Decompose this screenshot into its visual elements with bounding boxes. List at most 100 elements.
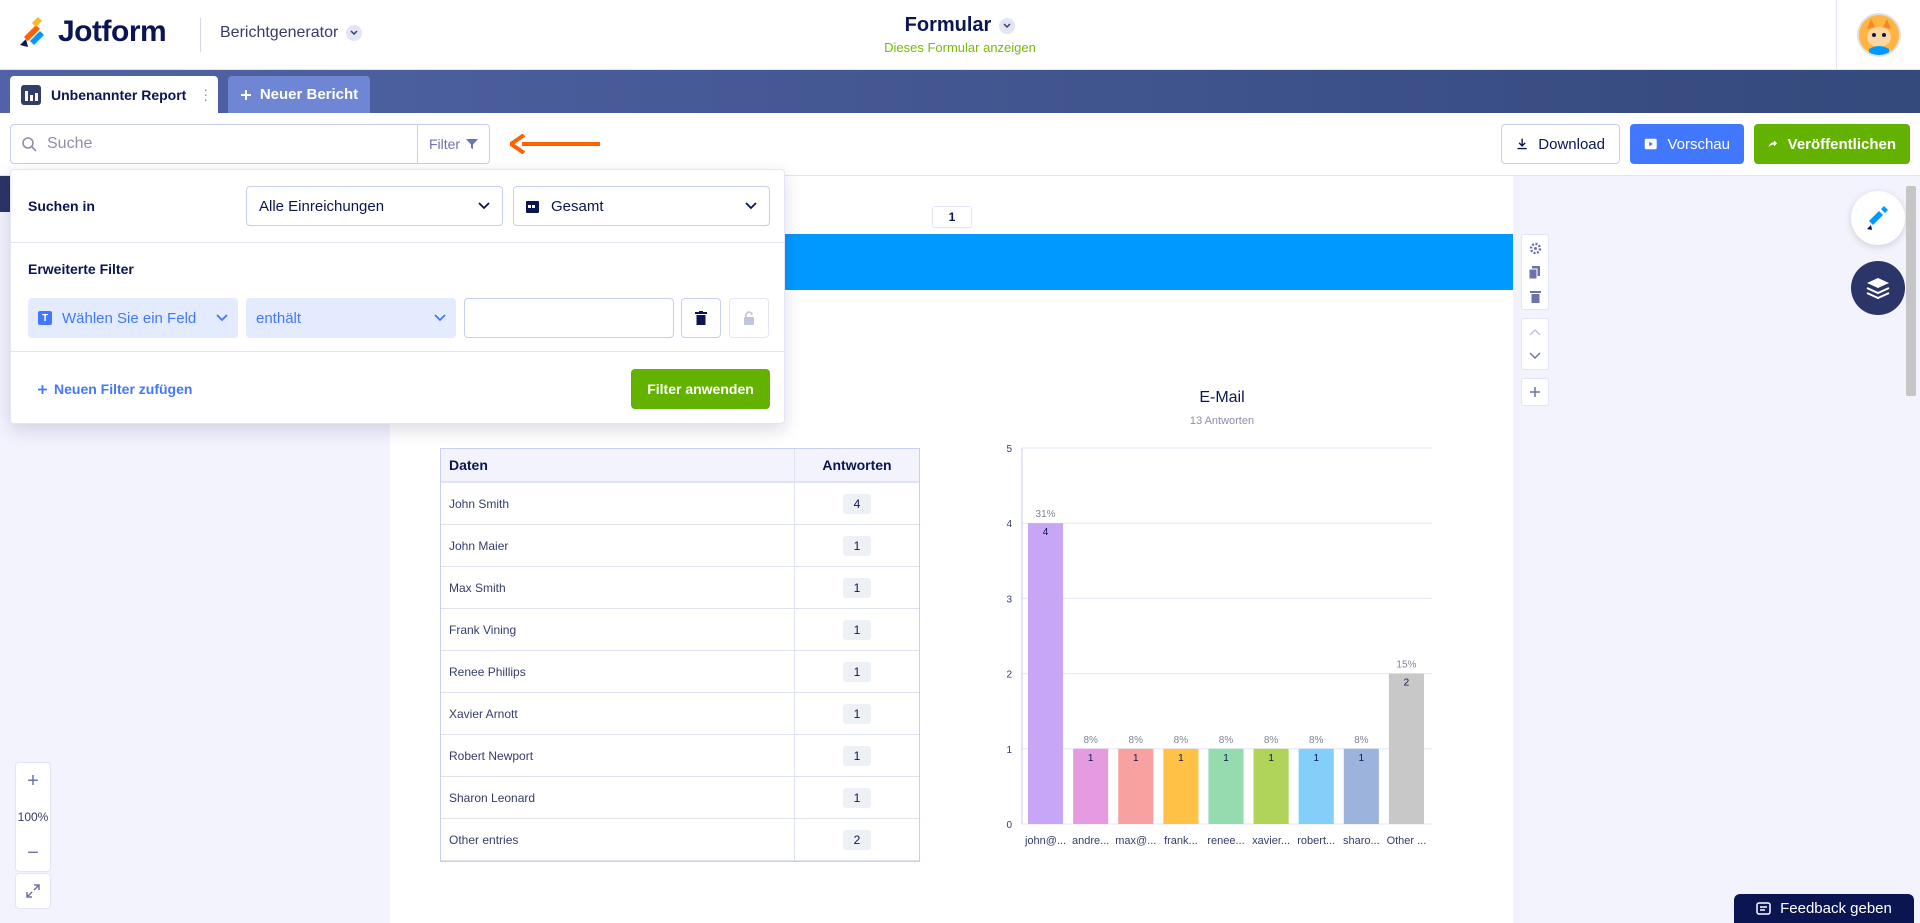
row-count-cell: 4 — [795, 483, 919, 524]
field-select[interactable]: T Wählen Sie ein Feld — [28, 298, 238, 338]
preview-button[interactable]: Vorschau — [1630, 124, 1744, 164]
lock-filter-button[interactable] — [729, 298, 769, 338]
user-menu[interactable] — [1836, 0, 1920, 70]
chevron-down-icon — [346, 25, 363, 41]
bar — [1208, 748, 1244, 824]
row-count-cell: 1 — [795, 651, 919, 692]
row-count-cell: 2 — [795, 819, 919, 860]
bar-value-label: 1 — [1359, 753, 1365, 764]
page-add — [1521, 378, 1549, 406]
x-tick-label: andre... — [1072, 835, 1109, 847]
operator-select[interactable]: enthält — [246, 298, 456, 338]
feedback-button[interactable]: Feedback geben — [1734, 894, 1914, 923]
bar-percent-label: 8% — [1219, 735, 1234, 746]
period-select-value: Gesamt — [551, 197, 604, 215]
bar-value-label: 1 — [1268, 753, 1274, 764]
fullscreen-button[interactable] — [15, 873, 51, 909]
count-badge: 4 — [843, 493, 871, 514]
chevron-down-icon — [216, 314, 228, 322]
count-badge: 1 — [843, 745, 871, 766]
row-count-cell: 1 — [795, 525, 919, 566]
bar — [1028, 523, 1064, 824]
form-title-block: Formular Dieses Formular anzeigen — [860, 14, 1060, 55]
bar-percent-label: 15% — [1396, 660, 1416, 671]
left-panel-toggle[interactable] — [0, 176, 10, 212]
bar-value-label: 2 — [1404, 678, 1410, 689]
plus-icon[interactable] — [1525, 383, 1545, 401]
y-tick-label: 1 — [1006, 745, 1012, 756]
add-filter-button[interactable]: Neuen Filter zufügen — [37, 381, 192, 397]
data-table[interactable]: Daten Antworten John Smith 4 John Maier 1 Ma… — [440, 448, 920, 862]
chevron-up-icon[interactable] — [1525, 323, 1545, 341]
table-header: Daten Antworten — [441, 449, 919, 483]
text-field-icon: T — [38, 311, 52, 325]
chevron-down-icon[interactable] — [1525, 347, 1545, 365]
x-tick-label: sharo... — [1343, 835, 1380, 847]
publish-button[interactable]: Veröffentlichen — [1754, 124, 1910, 164]
form-selector[interactable]: Formular — [905, 14, 1016, 37]
advanced-filter-row: Erweiterte Filter T Wählen Sie ein Feld … — [11, 243, 784, 352]
new-report-label: Neuer Bericht — [259, 86, 359, 103]
table-row: Max Smith 1 — [441, 567, 919, 609]
table-row: Sharon Leonard 1 — [441, 777, 919, 819]
app-switcher[interactable]: Berichtgenerator — [220, 24, 363, 42]
trash-icon[interactable] — [1525, 287, 1545, 305]
operator-select-value: enthält — [256, 309, 302, 327]
row-name: Robert Newport — [441, 735, 795, 776]
page-tools — [1521, 234, 1549, 414]
advanced-filter-label: Erweiterte Filter — [28, 261, 134, 277]
chevron-down-icon — [745, 202, 757, 210]
view-form-link[interactable]: Dieses Formular anzeigen — [884, 40, 1036, 55]
publish-label: Veröffentlichen — [1787, 135, 1896, 153]
y-tick-label: 5 — [1006, 444, 1012, 455]
filter-button[interactable]: Filter — [417, 125, 489, 163]
jotform-logo[interactable]: Jotform — [18, 15, 167, 49]
vertical-scrollbar[interactable] — [1906, 186, 1916, 396]
table-row: John Smith 4 — [441, 483, 919, 525]
table-row: Xavier Arnott 1 — [441, 693, 919, 735]
report-toolbar: Filter Download Vorschau Veröffentlichen — [0, 113, 1920, 176]
row-count-cell: 1 — [795, 735, 919, 776]
x-tick-label: john@... — [1024, 835, 1066, 847]
report-icon — [21, 84, 41, 105]
bar-percent-label: 8% — [1129, 735, 1144, 746]
row-name: John Smith — [441, 483, 795, 524]
x-tick-label: Other ... — [1387, 835, 1427, 847]
add-filter-label: Neuen Filter zufügen — [54, 381, 193, 397]
preview-label: Vorschau — [1667, 135, 1730, 153]
search-input[interactable] — [47, 135, 417, 153]
download-button[interactable]: Download — [1501, 124, 1620, 164]
submissions-select[interactable]: Alle Einreichungen — [246, 186, 503, 226]
avatar — [1856, 13, 1901, 57]
tab-unnamed-report[interactable]: Unbenannter Report · · · — [10, 76, 218, 113]
bar — [1073, 748, 1109, 824]
count-badge: 1 — [843, 703, 871, 724]
search-scope-row: Suchen in Alle Einreichungen Gesamt — [11, 170, 784, 243]
column-header-daten: Daten — [441, 449, 795, 481]
period-select[interactable]: Gesamt — [513, 186, 770, 226]
gear-icon[interactable] — [1525, 239, 1545, 257]
feedback-icon — [1756, 901, 1771, 915]
copy-icon[interactable] — [1525, 263, 1545, 281]
funnel-icon — [466, 139, 479, 149]
zoom-in-button[interactable]: + — [27, 769, 39, 792]
form-builder-button[interactable] — [1851, 191, 1905, 245]
email-bar-chart[interactable]: E-Mail 13 Antworten 0 1 2 3 4 5 31% 4 john@... 8% 1 a… — [990, 382, 1450, 862]
layers-button[interactable] — [1851, 261, 1905, 315]
jotform-pen-icon — [1867, 206, 1888, 230]
filter-value-input[interactable] — [464, 298, 674, 338]
row-name: Renee Phillips — [441, 651, 795, 692]
row-count-cell: 1 — [795, 609, 919, 650]
more-options-icon[interactable]: · · · — [203, 81, 208, 107]
y-tick-label: 2 — [1006, 670, 1012, 681]
submissions-select-value: Alle Einreichungen — [259, 197, 385, 215]
new-report-button[interactable]: Neuer Bericht — [228, 76, 370, 113]
delete-filter-button[interactable] — [681, 298, 721, 338]
page-actions — [1521, 234, 1549, 310]
apply-filter-button[interactable]: Filter anwenden — [631, 369, 770, 409]
bar-value-label: 1 — [1088, 753, 1094, 764]
x-tick-label: max@... — [1115, 835, 1156, 847]
download-label: Download — [1538, 135, 1605, 153]
row-count-cell: 1 — [795, 693, 919, 734]
zoom-out-button[interactable]: − — [27, 841, 39, 864]
